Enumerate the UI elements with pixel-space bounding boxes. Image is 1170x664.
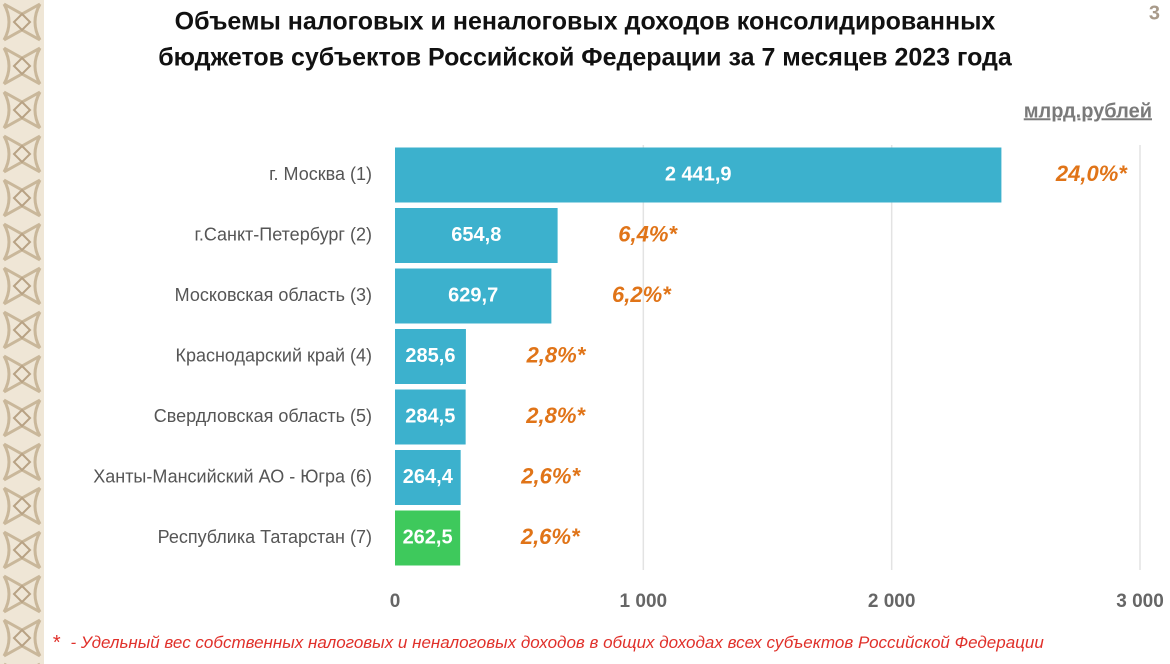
footnote: * - Удельный вес собственных налоговых и… [52,632,1044,654]
footnote-marker: * [52,632,61,654]
value-label: 629,7 [448,284,498,306]
bar [395,450,461,505]
share-label: 2,6%* [520,524,581,549]
chart-title: Объемы налоговых и неналоговых доходов к… [175,8,996,36]
ornament-border [0,0,44,664]
value-label: 2 441,9 [665,163,732,185]
bar [395,329,466,384]
value-label: 284,5 [405,405,455,427]
page-number: 3 [1149,2,1160,24]
category-label: Ханты-Мансийский АО - Югра (6) [93,466,372,486]
footnote-text: - Удельный вес собственных налоговых и н… [66,633,1045,652]
category-label: г. Москва (1) [269,164,372,184]
bar [395,208,558,263]
share-label: 24,0%* [1055,161,1128,186]
value-label: 285,6 [405,345,455,367]
bar [395,268,552,324]
category-label: Московская область (3) [175,285,372,305]
share-label: 2,8%* [526,342,587,367]
value-label: 264,4 [403,466,454,488]
share-label: 2,6%* [520,463,581,488]
bar [395,147,1002,203]
category-label: Краснодарский край (4) [175,345,372,365]
bar [395,510,461,566]
x-tick-label: 1 000 [620,591,668,612]
chart-title: бюджетов субъектов Российской Федерации … [158,44,1013,72]
unit-label: млрд.рублей [1024,100,1152,122]
bar [395,389,466,445]
value-label: 262,5 [403,526,453,548]
x-tick-label: 3 000 [1116,591,1164,612]
category-label: г.Санкт-Петербург (2) [194,224,372,244]
x-tick-label: 2 000 [868,591,916,612]
category-label: Республика Татарстан (7) [158,527,372,547]
plot: 0 1 000 2 000 3 000 г. Москва (1) 2 441,9 24,0… [93,145,1164,612]
share-label: 6,4%* [618,221,678,246]
share-label: 2,8%* [525,403,586,428]
value-label: 654,8 [451,224,501,246]
category-label: Свердловская область (5) [154,406,372,426]
x-tick-label: 0 [390,591,401,612]
share-label: 6,2%* [612,282,672,307]
